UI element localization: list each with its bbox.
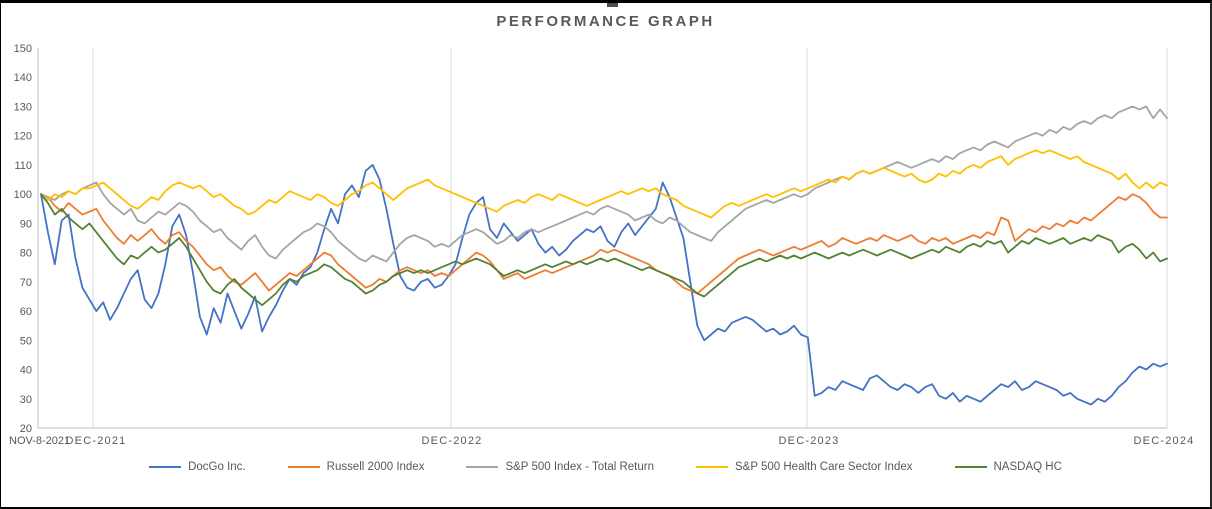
y-axis-tick-label: 60: [20, 306, 32, 318]
chart-legend: DocGo Inc. Russell 2000 Index S&P 500 Inde…: [1, 461, 1210, 473]
performance-chart-plot: 150 140 130 120 110 100 90 80 70 60 50 40 30 20NOV-8-…: [9, 43, 1195, 447]
legend-item: S&P 500 Health Care Sector Index: [695, 461, 913, 473]
legend-label: DocGo Inc.: [188, 461, 246, 473]
series-line-s-p-500-health-care-sector-index: [40, 149, 1168, 219]
series-line-russell-2000-index: [40, 193, 1168, 295]
y-axis-tick-label: 100: [14, 189, 32, 201]
legend-swatch: [287, 466, 320, 468]
legend-swatch: [466, 466, 499, 468]
legend-swatch: [149, 466, 182, 468]
series-line-s-p-500-index-total-return: [40, 105, 1168, 263]
y-axis-tick-label: 20: [20, 423, 32, 435]
y-axis-tick-label: 140: [14, 72, 32, 84]
x-axis-tick-label: DEC-2023: [779, 435, 840, 447]
x-axis-tick-label: DEC-2022: [422, 435, 483, 447]
x-axis-tick-label: NOV-8-2021: [9, 435, 70, 447]
chart-title: PERFORMANCE GRAPH: [496, 13, 715, 30]
legend-swatch: [695, 466, 728, 468]
y-axis-tick-label: 40: [20, 365, 32, 377]
y-axis-tick-label: 120: [14, 131, 32, 143]
top-border-notch: [607, 3, 618, 7]
y-axis-tick-label: 90: [20, 218, 32, 230]
series-line-nasdaq-hc: [40, 193, 1168, 307]
y-axis-tick-label: 110: [14, 160, 32, 172]
x-axis-tick-label: DEC-2021: [66, 435, 127, 447]
legend-label: S&P 500 Index - Total Return: [505, 461, 654, 473]
y-axis-tick-label: 30: [20, 394, 32, 406]
y-axis-tick-label: 70: [20, 277, 32, 289]
legend-item: DocGo Inc.: [149, 461, 246, 473]
legend-swatch: [954, 466, 987, 468]
y-axis-tick-label: 80: [20, 248, 32, 260]
legend-label: Russell 2000 Index: [326, 461, 425, 473]
y-axis-tick-label: 50: [20, 335, 32, 347]
legend-item: Russell 2000 Index: [287, 461, 425, 473]
legend-label: NASDAQ HC: [993, 461, 1062, 473]
legend-item: NASDAQ HC: [954, 461, 1062, 473]
legend-item: S&P 500 Index - Total Return: [466, 461, 654, 473]
series-line-docgo-inc: [40, 163, 1168, 406]
legend-label: S&P 500 Health Care Sector Index: [734, 461, 913, 473]
x-axis-tick-label: DEC-2024: [1134, 435, 1195, 447]
y-axis-tick-label: 130: [14, 101, 32, 113]
y-axis-tick-label: 150: [14, 43, 32, 55]
